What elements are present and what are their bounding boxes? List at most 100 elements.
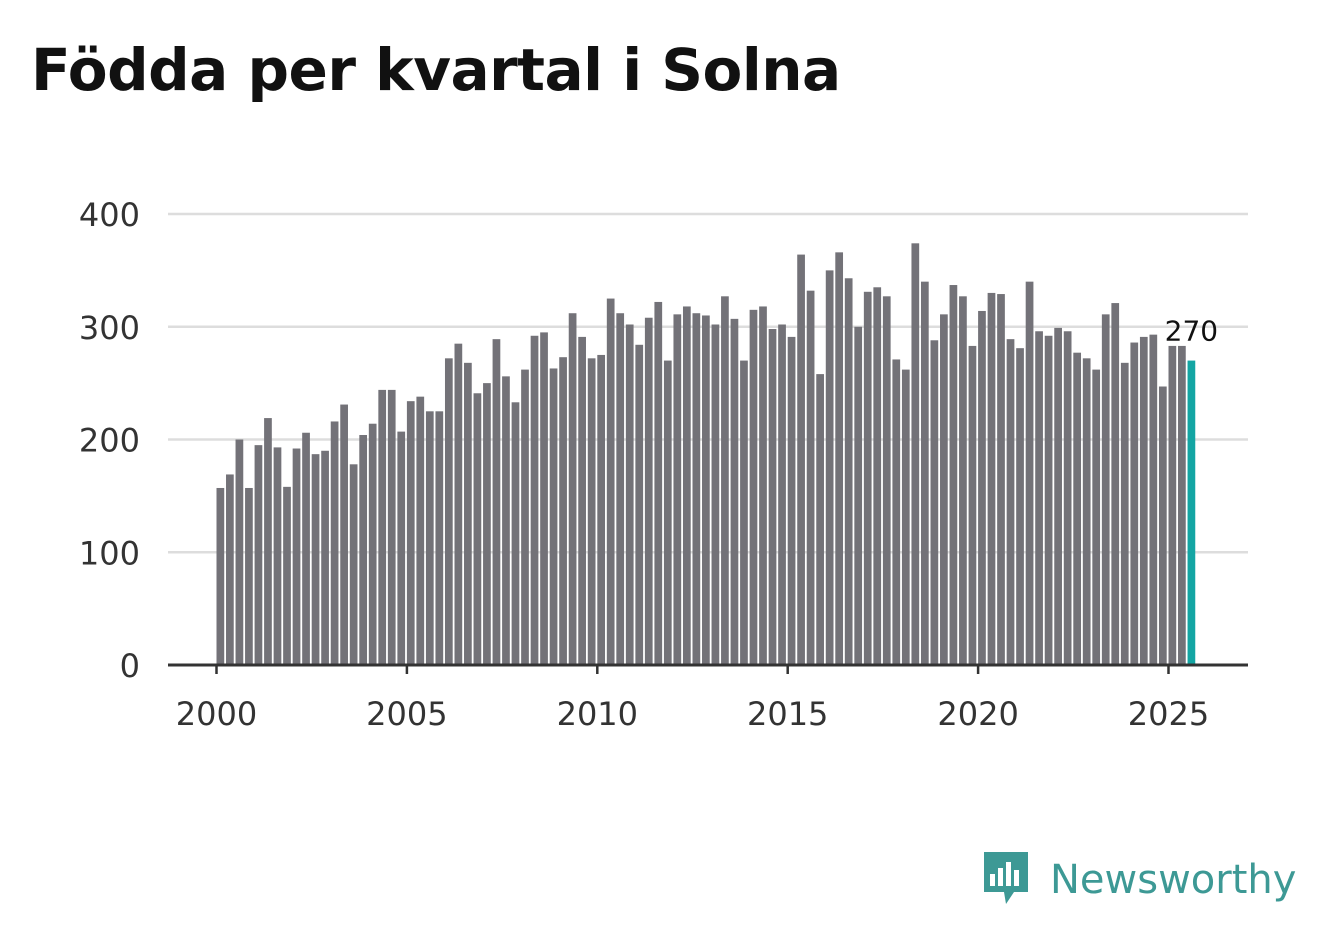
bar xyxy=(892,359,901,665)
bar xyxy=(978,310,986,665)
bar xyxy=(1139,336,1148,665)
bar xyxy=(806,290,815,665)
bar xyxy=(940,314,948,665)
bar xyxy=(1082,358,1091,665)
bar xyxy=(768,329,777,665)
bar xyxy=(264,418,272,665)
tick-labels: 0 100 200 300 400 2000 2005 2010 2015 2020 2025 xyxy=(79,196,1209,733)
bar xyxy=(311,454,320,665)
bar xyxy=(616,313,625,665)
bar xyxy=(997,294,1005,665)
bar xyxy=(1130,342,1139,665)
bar xyxy=(387,389,396,665)
bar xyxy=(1168,345,1177,665)
x-tick-label: 2015 xyxy=(747,695,828,733)
x-tick-label: 2025 xyxy=(1128,695,1209,733)
bars xyxy=(216,243,1196,665)
bar xyxy=(597,354,606,665)
bar xyxy=(483,383,491,665)
y-tick-label: 200 xyxy=(79,422,140,460)
bar xyxy=(901,369,910,665)
x-tick-label: 2000 xyxy=(176,695,257,733)
bar xyxy=(1025,281,1034,665)
bar xyxy=(273,447,282,665)
bar xyxy=(1063,331,1072,665)
bar xyxy=(778,324,786,665)
bar xyxy=(787,336,796,665)
bar xyxy=(521,369,529,665)
bar xyxy=(464,362,472,665)
bar xyxy=(635,344,644,665)
bar xyxy=(663,360,672,665)
bar xyxy=(730,318,739,665)
bar xyxy=(882,296,891,665)
bar xyxy=(682,306,691,665)
axes xyxy=(168,663,1248,674)
bar xyxy=(368,423,377,665)
bar xyxy=(378,389,387,665)
bar xyxy=(825,270,834,665)
bar xyxy=(1054,327,1062,665)
bar xyxy=(549,368,558,665)
bar xyxy=(606,298,615,665)
bar xyxy=(692,313,701,665)
bar xyxy=(559,357,567,665)
bar xyxy=(644,317,653,665)
bar xyxy=(502,376,510,665)
x-tick-label: 2020 xyxy=(937,695,1018,733)
bar-chart-speech-bubble-icon xyxy=(984,852,1028,904)
bar xyxy=(254,445,263,665)
bar xyxy=(1073,352,1082,665)
bar xyxy=(397,431,406,665)
y-tick-label: 0 xyxy=(120,647,140,685)
bar xyxy=(245,487,253,665)
bar xyxy=(625,324,634,665)
y-tick-label: 100 xyxy=(79,534,140,572)
bar xyxy=(949,285,958,665)
bar xyxy=(530,335,539,665)
bar xyxy=(968,345,977,665)
brand-logo[interactable]: Newsworthy xyxy=(980,848,1296,912)
bar xyxy=(911,243,920,665)
bar xyxy=(863,291,872,665)
annotation-label: 270 xyxy=(1165,315,1218,348)
bar xyxy=(435,411,444,665)
bar xyxy=(340,404,348,665)
bar xyxy=(854,326,863,665)
bar xyxy=(473,393,482,665)
bar xyxy=(321,450,329,665)
bar xyxy=(1006,339,1015,665)
bar xyxy=(702,315,710,665)
bar xyxy=(540,332,548,665)
bar xyxy=(920,281,929,665)
bar xyxy=(292,448,301,665)
brand-name: Newsworthy xyxy=(1050,857,1297,903)
bar xyxy=(416,396,425,665)
bar xyxy=(568,313,577,665)
bar xyxy=(1101,314,1110,665)
bar xyxy=(492,339,501,665)
bar xyxy=(1149,334,1158,665)
bar xyxy=(759,306,767,665)
bar xyxy=(844,278,853,665)
bar xyxy=(444,358,453,665)
bar xyxy=(797,254,805,665)
bar xyxy=(1111,303,1120,665)
bar xyxy=(425,411,434,665)
bar xyxy=(721,296,729,665)
bar xyxy=(235,439,244,665)
bar xyxy=(930,340,939,665)
bar xyxy=(578,336,586,665)
bar xyxy=(1092,369,1101,665)
bar xyxy=(1044,335,1053,665)
bar xyxy=(711,324,720,665)
bar xyxy=(816,374,824,665)
bar xyxy=(454,343,463,665)
bar xyxy=(1035,331,1043,665)
bar xyxy=(1158,386,1167,665)
x-tick-label: 2010 xyxy=(557,695,638,733)
bar xyxy=(740,360,748,665)
bar xyxy=(873,287,882,665)
bar xyxy=(1120,362,1129,665)
